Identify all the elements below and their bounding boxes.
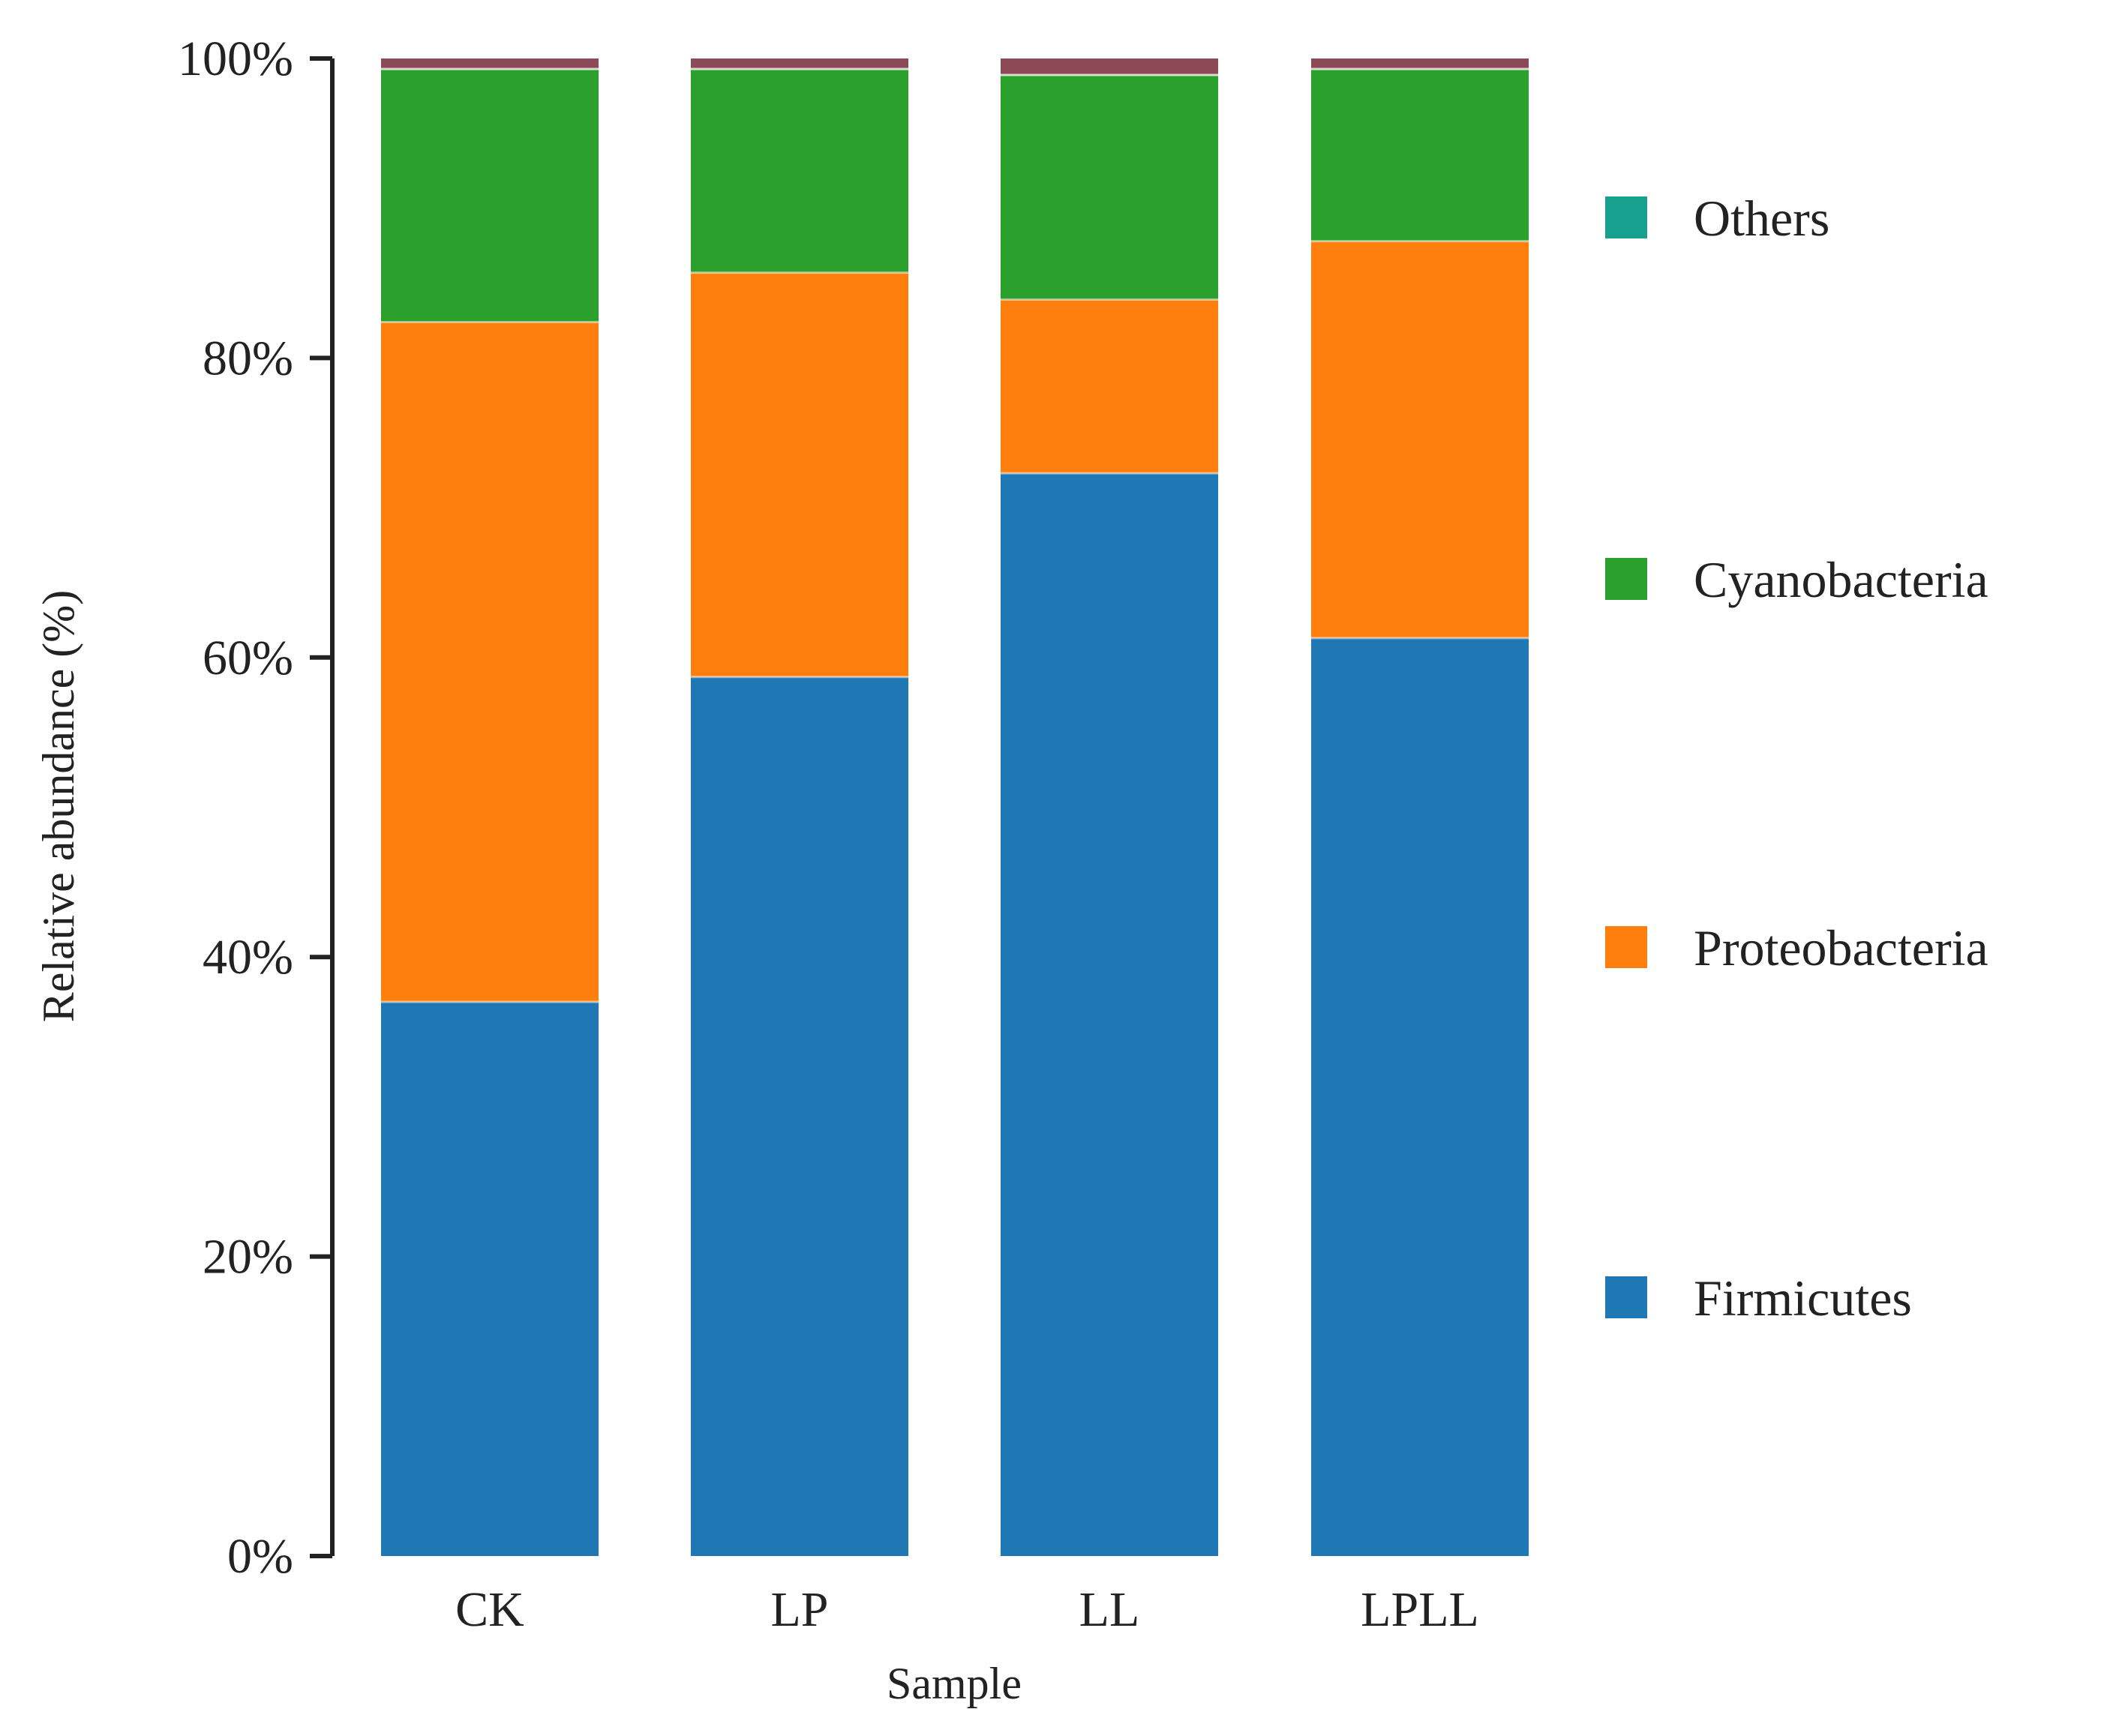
bars-layer <box>381 58 1529 1557</box>
bar-lpll-unlabeled-top <box>1311 58 1529 69</box>
category-labels: CK LP LL LPLL <box>455 1582 1479 1637</box>
bar-lp-unlabeled-top <box>691 58 908 69</box>
bar-ll-proteobacteria <box>1001 299 1218 474</box>
bar-lpll-firmicutes <box>1311 637 1529 1556</box>
legend-swatch-proteobacteria <box>1605 926 1647 968</box>
legend-label-proteobacteria: Proteobacteria <box>1694 919 1988 976</box>
bar-ll-firmicutes <box>1001 473 1218 1557</box>
y-tick-label: 0% <box>227 1529 293 1584</box>
bar-lp-firmicutes <box>691 676 908 1556</box>
legend-label-firmicutes: Firmicutes <box>1694 1270 1912 1327</box>
bar-lp-proteobacteria <box>691 272 908 677</box>
bar-ck-cyanobacteria <box>381 68 599 322</box>
x-tick-label-lpll: LPLL <box>1361 1582 1479 1637</box>
x-tick-label-lp: LP <box>770 1582 828 1637</box>
legend: Others Cyanobacteria Proteobacteria Firmicu… <box>1605 190 1988 1327</box>
bar-ll-cyanobacteria <box>1001 74 1218 300</box>
y-tick-label: 80% <box>203 331 293 385</box>
bar-ck-firmicutes <box>381 1002 599 1556</box>
bar-ck-unlabeled-top <box>381 58 599 69</box>
bar-ck-proteobacteria <box>381 322 599 1003</box>
y-tick-label: 20% <box>203 1230 293 1285</box>
bar-lpll-cyanobacteria <box>1311 68 1529 241</box>
ticks-layer: 0% 20% 40% 60% 80% 100% <box>178 31 332 1584</box>
bar-lp-cyanobacteria <box>691 68 908 273</box>
bar-ll-unlabeled-top <box>1001 58 1218 75</box>
legend-swatch-cyanobacteria <box>1605 558 1647 600</box>
legend-label-others: Others <box>1694 190 1829 247</box>
y-tick-label: 100% <box>178 31 293 86</box>
y-tick-label: 60% <box>203 631 293 685</box>
legend-swatch-others <box>1605 196 1647 238</box>
x-tick-label-ck: CK <box>455 1582 524 1637</box>
x-tick-label-ll: LL <box>1079 1582 1140 1637</box>
y-axis-title: Relative abundance (%) <box>34 590 83 1022</box>
y-tick-label: 40% <box>203 930 293 985</box>
legend-label-cyanobacteria: Cyanobacteria <box>1694 551 1988 608</box>
bar-lpll-proteobacteria <box>1311 241 1529 638</box>
legend-swatch-firmicutes <box>1605 1276 1647 1318</box>
x-axis-title: Sample <box>887 1659 1022 1708</box>
